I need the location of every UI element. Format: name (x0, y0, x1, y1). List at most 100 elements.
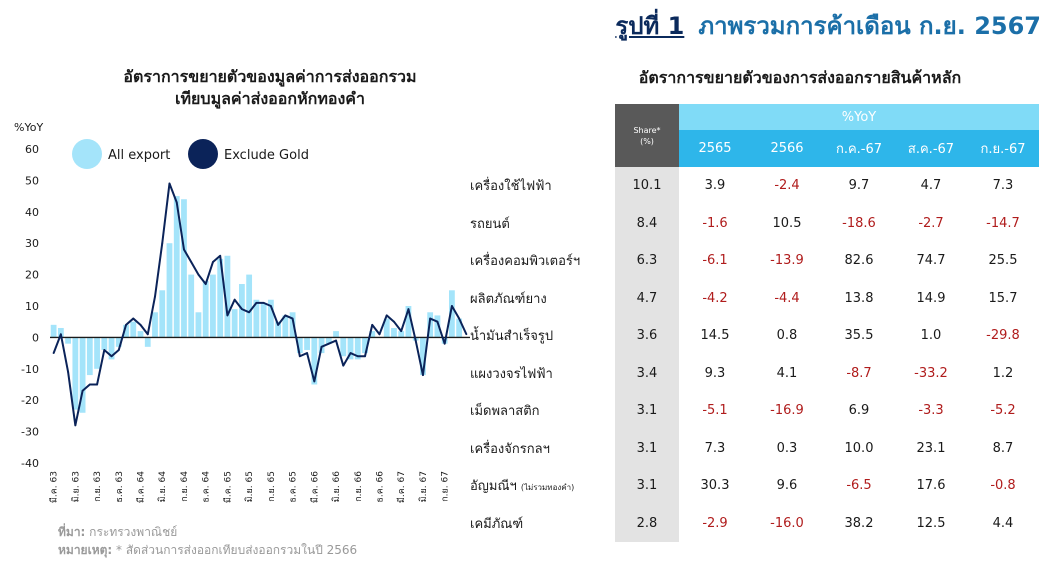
bar (137, 331, 144, 338)
yoy-cell: 10.5 (772, 215, 802, 231)
bar (130, 321, 137, 338)
yoy-cell: -33.2 (914, 365, 948, 381)
bar (72, 337, 79, 410)
share-cell: 3.1 (615, 392, 679, 430)
line-point (59, 333, 62, 336)
y-tick-label: -40 (21, 457, 39, 470)
chart-title-line2: เทียบมูลค่าส่งออกหักทองคำ (175, 89, 365, 108)
line-point (400, 330, 403, 333)
x-tick-label: มิ.ย. 67 (418, 471, 429, 502)
line-point (356, 355, 359, 358)
yoy-cell: -14.7 (986, 215, 1020, 231)
y-tick-label: 0 (32, 331, 39, 344)
bar (86, 337, 93, 376)
line-point (212, 261, 214, 263)
y-tick-label: 10 (25, 300, 39, 313)
column-header: ก.ย.-67 (967, 130, 1039, 167)
line-point (458, 317, 461, 320)
line-point (371, 323, 374, 326)
line-point (327, 342, 330, 345)
bar (144, 337, 151, 347)
yoy-cell: 7.3 (704, 440, 726, 456)
line-point (349, 352, 352, 354)
yoy-cell: -0.8 (990, 478, 1016, 494)
line-point (378, 333, 381, 336)
yoy-cell: -18.6 (842, 215, 876, 231)
bar (362, 337, 368, 354)
line-point (154, 295, 156, 298)
yoy-cell: 25.5 (988, 253, 1018, 269)
share-cell: 6.3 (615, 242, 679, 280)
yoy-cell: 3.9 (704, 178, 726, 194)
x-tick-label: มี.ค. 67 (396, 471, 407, 503)
bar (108, 337, 115, 360)
yoy-cell: -4.2 (702, 290, 728, 306)
yoy-cell: -5.1 (702, 403, 728, 419)
yoy-cell: -3.3 (918, 403, 944, 419)
table-row: น้ำมันสำเร็จรูป 3.6 14.5 0.8 35.5 1.0 -29.8 (470, 317, 1039, 355)
legend-label-exclude-gold: Exclude Gold (224, 148, 309, 163)
yoy-cell: -4.4 (774, 290, 800, 306)
line-point (125, 323, 127, 326)
legend-label-all-export: All export (108, 148, 170, 163)
yoy-cell: 4.7 (920, 178, 942, 194)
product-name: เครื่องจักรกลฯ (470, 441, 550, 457)
exclude-gold-line (52, 182, 468, 427)
line-point (233, 298, 236, 301)
yoy-cell: 23.1 (916, 440, 946, 456)
x-tick-label: มี.ค. 65 (222, 471, 233, 503)
yoy-cell: -16.0 (770, 515, 804, 531)
line-point (342, 364, 345, 367)
product-name: แผงวงจรไฟฟ้า (470, 366, 553, 382)
line-point (96, 383, 98, 386)
yoy-cell: 38.2 (844, 515, 874, 531)
line-point (414, 339, 417, 342)
bar (217, 258, 224, 338)
bar (202, 280, 209, 338)
line-point (226, 314, 229, 317)
product-name: เครื่องคอมพิวเตอร์ฯ (470, 254, 581, 270)
x-tick-label: ธ.ค. 64 (202, 471, 212, 503)
bar (304, 337, 310, 350)
yoy-cell: -13.9 (770, 253, 804, 269)
product-note: (ไม่รวมทองคำ) (520, 483, 575, 493)
bar (282, 315, 289, 338)
table-row: เคมีภัณฑ์ 2.8 -2.9 -16.0 38.2 12.5 4.4 (470, 504, 1039, 542)
line-point (197, 273, 200, 276)
legend-swatch-exclude-gold (188, 139, 218, 169)
x-tick-label: มี.ค. 63 (49, 471, 60, 503)
bar (253, 299, 260, 338)
source-text: กระทรวงพาณิชย์ (85, 525, 178, 539)
bar (340, 337, 347, 357)
product-name-cell: เม็ดพลาสติก (470, 392, 615, 430)
y-tick-label: -10 (21, 363, 39, 376)
line-point (81, 389, 84, 392)
export-growth-chart: %YoY -40 -30 -20 -10 0 10 20 30 40 50 60 มี.ค. 63 มิ.… (14, 121, 470, 503)
share-cell: 2.8 (615, 504, 679, 542)
bar (115, 337, 122, 347)
share-header-unit: (%) (640, 136, 654, 146)
line-point (175, 201, 178, 204)
table-title: อัตราการขยายตัวของการส่งออกรายสินค้าหลัก (638, 68, 962, 87)
share-cell: 3.1 (615, 429, 679, 467)
line-point (465, 333, 468, 336)
bar (152, 312, 158, 338)
column-header: 2565 (679, 130, 751, 167)
share-cell: 8.4 (615, 204, 679, 242)
bar (181, 199, 187, 338)
bar (173, 196, 180, 338)
product-name-cell: อัญมณีฯ (ไม่รวมทองคำ) (470, 467, 615, 505)
bar (79, 337, 86, 413)
yoy-cell: 7.3 (992, 178, 1014, 194)
yoy-cell: 14.5 (700, 328, 730, 344)
bar (57, 327, 64, 338)
y-tick-label: 30 (25, 237, 39, 250)
line-point (74, 424, 77, 427)
bar (383, 318, 390, 338)
chart-title-line1: อัตราการขยายตัวของมูลค่าการส่งออกรวม (123, 67, 417, 86)
line-point (117, 349, 120, 351)
bar (325, 337, 332, 344)
bar (398, 331, 405, 338)
bar (231, 309, 238, 338)
bar (391, 327, 397, 338)
